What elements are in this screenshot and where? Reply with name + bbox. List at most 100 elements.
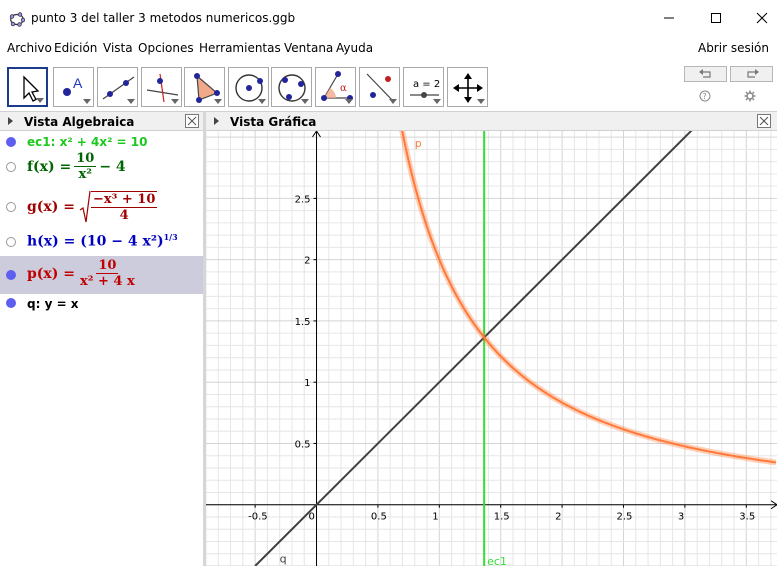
toolbar: A <box>0 62 777 110</box>
move-view-tool-button[interactable] <box>447 67 488 107</box>
visibility-toggle[interactable] <box>6 202 16 212</box>
slider-tool-button[interactable]: a = 2 <box>403 67 444 107</box>
perpendicular-tool-button[interactable] <box>141 67 182 107</box>
point-tool-button[interactable]: A <box>53 67 94 107</box>
collapse-triangle-icon[interactable] <box>8 117 13 125</box>
menu-ayuda[interactable]: Ayuda <box>336 41 374 55</box>
menu-vista[interactable]: Vista <box>103 41 133 55</box>
angle-tool-button[interactable]: α <box>315 67 356 107</box>
menu-ventana[interactable]: Ventana <box>284 41 334 55</box>
algebra-item-ec1[interactable]: ec1: x² + 4x² = 10 <box>0 133 203 151</box>
visibility-toggle[interactable] <box>6 298 16 308</box>
undo-icon <box>698 69 711 78</box>
f-rest: − 4 <box>99 158 126 175</box>
graphics-canvas[interactable]: -0.5 0 0.5 1 1.5 2 2.5 3 3.5 0.5 1 1.5 2 2.5 p q ec1 <box>206 131 777 566</box>
g-numerator: −x³ + 10 <box>91 192 158 208</box>
y-tick-label: 0.5 <box>295 439 311 450</box>
visibility-toggle[interactable] <box>6 237 16 247</box>
menu-archivo[interactable]: Archivo <box>7 41 52 55</box>
x-tick-label: -0.5 <box>248 512 268 523</box>
f-numerator: 10 <box>74 151 97 167</box>
y-tick-label: 2 <box>304 256 310 267</box>
p-label: p <box>415 137 422 150</box>
f-lhs: f(x) = <box>27 158 72 175</box>
algebra-item-p[interactable]: p(x) = 10 x² + 4 x <box>0 256 203 294</box>
maximize-button[interactable] <box>694 0 738 36</box>
move-tool-button[interactable] <box>7 67 48 107</box>
collapse-triangle-icon[interactable] <box>214 117 219 125</box>
menu-edicion[interactable]: Edición <box>54 41 98 55</box>
square-root-icon <box>79 190 91 223</box>
g-definition: g(x) = −x³ + 10 4 <box>27 190 160 224</box>
redo-button[interactable] <box>730 66 773 82</box>
f-definition: f(x) = 10 x² − 4 <box>27 151 126 182</box>
svg-text:?: ? <box>703 92 707 101</box>
g-lhs: g(x) = <box>27 199 75 215</box>
x-tick-label: 1.5 <box>494 512 510 523</box>
p-lhs: p(x) = <box>27 265 75 282</box>
algebra-item-q[interactable]: q: y = x <box>0 295 203 313</box>
point-icon: A <box>63 75 83 96</box>
y-tick-label: 1 <box>304 378 310 389</box>
sign-in-link[interactable]: Abrir sesión <box>697 41 769 55</box>
graphics-view[interactable]: -0.5 0 0.5 1 1.5 2 2.5 3 3.5 0.5 1 1.5 2 2.5 p q ec1 <box>206 131 777 566</box>
p-denominator: x² + 4 x <box>80 274 135 289</box>
close-window-button[interactable] <box>740 0 777 36</box>
plotted-objects: p q ec1 <box>254 131 777 566</box>
maximize-icon <box>711 13 721 23</box>
algebra-item-g[interactable]: g(x) = −x³ + 10 4 <box>0 187 203 227</box>
window-title: punto 3 del taller 3 metodos numericos.g… <box>31 11 296 25</box>
h-lhs: h(x) = <box>27 233 76 250</box>
perpendicular-line-icon <box>146 73 179 103</box>
graphics-view-header: Vista Gráfica <box>206 111 777 131</box>
h-definition: h(x) = (10 − 4 x²)1/3 <box>27 232 178 250</box>
p-definition: p(x) = 10 x² + 4 x <box>27 258 140 289</box>
h-body: (10 − 4 x²) <box>80 233 164 250</box>
help-icon[interactable]: ? <box>699 90 711 102</box>
x-tick-label: 1 <box>432 512 438 523</box>
settings-gear-icon[interactable] <box>744 90 756 102</box>
circle-center-tool-button[interactable] <box>228 67 269 107</box>
q-line <box>254 131 693 566</box>
q-label: q <box>280 552 287 565</box>
undo-button[interactable] <box>684 66 727 82</box>
circle-center-point-icon <box>235 74 263 102</box>
visibility-toggle[interactable] <box>6 270 16 280</box>
menu-bar: Archivo Edición Vista Opciones Herramien… <box>0 39 777 59</box>
close-algebra-view-button[interactable] <box>185 114 199 128</box>
line-tool-button[interactable] <box>97 67 138 107</box>
svg-text:A: A <box>73 75 83 91</box>
algebra-view-title: Vista Algebraica <box>24 115 135 129</box>
algebra-item-f[interactable]: f(x) = 10 x² − 4 <box>0 149 203 185</box>
reflect-tool-button[interactable] <box>359 67 400 107</box>
algebra-item-h[interactable]: h(x) = (10 − 4 x²)1/3 <box>0 229 203 255</box>
x-tick-label: 2.5 <box>617 512 633 523</box>
view-splitter[interactable] <box>203 111 206 566</box>
algebra-view: ec1: x² + 4x² = 10 f(x) = 10 x² − 4 g(x) … <box>0 131 203 566</box>
close-icon <box>187 116 197 126</box>
ec1-label: ec1 <box>487 555 507 566</box>
x-tick-label: 0 <box>309 512 315 523</box>
x-tick-label: 3.5 <box>739 512 755 523</box>
p-curve <box>401 131 777 464</box>
title-bar: punto 3 del taller 3 metodos numericos.g… <box>0 0 777 36</box>
algebra-view-header: Vista Algebraica <box>0 111 203 131</box>
visibility-toggle[interactable] <box>6 137 16 147</box>
minimize-button[interactable] <box>647 0 691 36</box>
x-axis-arrow <box>770 500 777 510</box>
circle-three-points-tool-button[interactable] <box>271 67 312 107</box>
circle-three-points-icon <box>278 74 306 102</box>
x-tick-label: 2 <box>555 512 561 523</box>
y-axis-arrow <box>312 131 321 138</box>
menu-herramientas[interactable]: Herramientas <box>199 41 281 55</box>
move-cross-arrows-icon <box>453 73 483 103</box>
line-icon <box>102 76 135 100</box>
polygon-tool-button[interactable] <box>184 67 225 107</box>
f-denominator: x² <box>78 167 92 182</box>
visibility-toggle[interactable] <box>6 162 16 172</box>
g-denominator: 4 <box>119 208 129 223</box>
menu-opciones[interactable]: Opciones <box>138 41 194 55</box>
axes <box>206 131 777 566</box>
close-graphics-view-button[interactable] <box>757 114 771 128</box>
